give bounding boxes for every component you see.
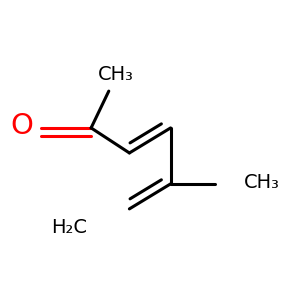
Text: CH₃: CH₃ bbox=[244, 173, 280, 193]
Text: O: O bbox=[11, 112, 33, 140]
Text: H₂C: H₂C bbox=[51, 218, 87, 237]
Text: CH₃: CH₃ bbox=[98, 64, 134, 84]
